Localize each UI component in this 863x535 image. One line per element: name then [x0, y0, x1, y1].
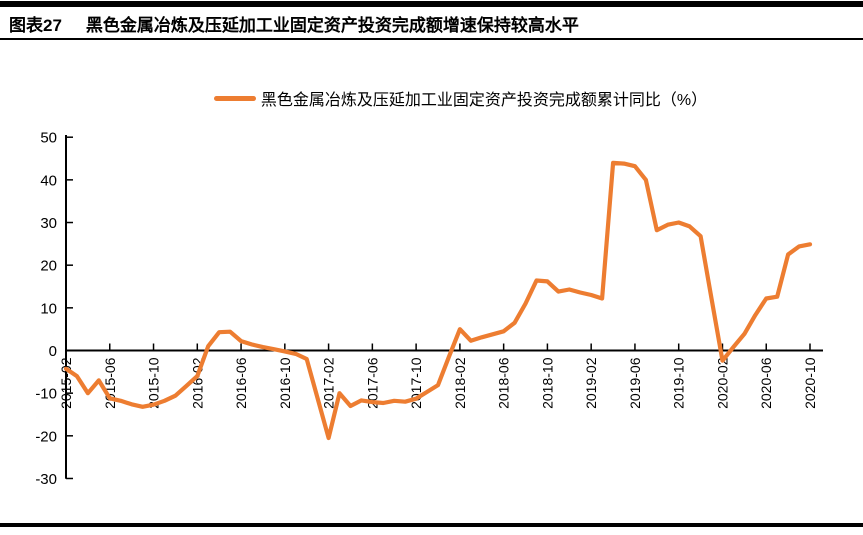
svg-text:2019-10: 2019-10	[671, 357, 687, 409]
svg-text:-20: -20	[35, 428, 57, 445]
svg-text:2017-02: 2017-02	[321, 357, 337, 409]
svg-text:10: 10	[40, 300, 57, 317]
title-divider	[0, 38, 863, 40]
svg-text:0: 0	[49, 343, 57, 360]
svg-text:2018-02: 2018-02	[452, 357, 468, 409]
svg-text:2019-06: 2019-06	[627, 357, 643, 409]
bottom-rule	[0, 523, 863, 527]
svg-text:2016-10: 2016-10	[277, 357, 293, 409]
chart-legend: 黑色金属冶炼及压延加工业固定资产投资完成额累计同比（%）	[0, 87, 863, 109]
svg-text:2018-06: 2018-06	[496, 357, 512, 409]
legend-label: 黑色金属冶炼及压延加工业固定资产投资完成额累计同比（%）	[260, 92, 708, 109]
svg-text:20: 20	[40, 258, 57, 275]
svg-text:2020-10: 2020-10	[802, 357, 818, 409]
svg-text:2018-10: 2018-10	[539, 357, 555, 409]
top-rule	[0, 1, 863, 7]
figure-title-text: 黑色金属冶炼及压延加工业固定资产投资完成额增速保持较高水平	[85, 16, 579, 35]
svg-text:50: 50	[40, 130, 57, 147]
svg-text:-30: -30	[35, 471, 57, 488]
svg-text:2016-06: 2016-06	[233, 357, 249, 409]
svg-text:2015-10: 2015-10	[146, 357, 162, 409]
figure-title: 图表27 黑色金属冶炼及压延加工业固定资产投资完成额增速保持较高水平	[9, 11, 859, 36]
svg-text:2019-02: 2019-02	[583, 357, 599, 409]
svg-text:2020-06: 2020-06	[758, 357, 774, 409]
legend-line-swatch	[213, 95, 256, 101]
svg-text:2017-06: 2017-06	[364, 357, 380, 409]
svg-text:40: 40	[40, 172, 57, 189]
svg-text:2015-06: 2015-06	[102, 357, 118, 409]
data-series-line	[63, 160, 813, 441]
svg-text:-10: -10	[35, 386, 57, 403]
figure-tag: 图表27	[9, 16, 62, 35]
svg-text:2015-02: 2015-02	[58, 357, 74, 409]
svg-text:2020-02: 2020-02	[714, 357, 730, 409]
svg-text:30: 30	[40, 215, 57, 232]
